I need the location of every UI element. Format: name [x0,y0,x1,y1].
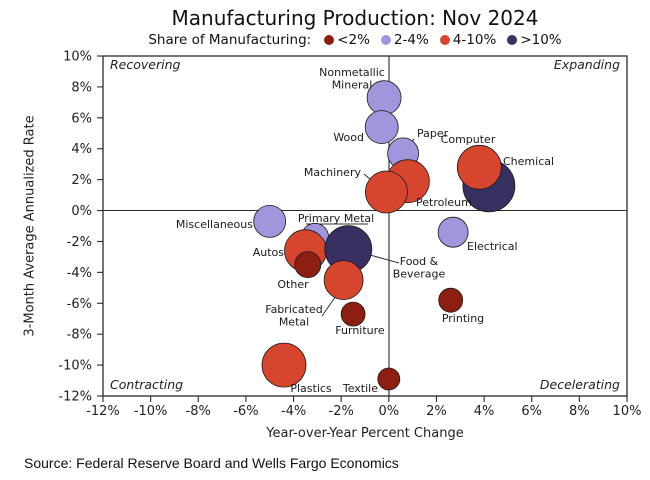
y-tick-label: -6% [67,297,92,312]
bubbles-group [253,80,516,391]
bubble-furniture [340,301,366,327]
point-label-textile: Textile [342,382,378,395]
quadrant-label-decelerating: Decelerating [540,377,620,392]
y-tick-label: 8% [71,80,92,95]
point-label-paper: Paper [417,127,449,140]
y-tick-label: 6% [71,111,92,126]
point-label-petroleum: Petroleum [416,196,472,209]
y-tick-label: -2% [67,235,92,250]
point-label-plastics: Plastics [290,382,332,395]
legend-title: Share of Manufacturing: [148,32,312,48]
share-legend: Share of Manufacturing: <2% 2-4% 4-10% >10% [70,32,640,48]
point-label-autos: Autos [253,246,285,259]
x-tick-label: 8% [569,404,590,419]
axis-ticks: -12% -10% -8% -6% -4% -2% 0% 2% 4% 6% 8% 10% 10% 8% 6%… [58,50,641,420]
point-label-printing: Printing [442,312,484,325]
point-label-chemical: Chemical [503,155,554,168]
quadrant-label-recovering: Recovering [110,57,181,72]
plot-border [102,55,628,397]
y-tick-label: -10% [58,359,92,374]
point-label-wood: Wood [333,131,364,144]
point-label-other: Other [277,278,309,291]
point-label-miscellaneous: Miscellaneous [176,218,253,231]
x-tick-label: 2% [426,404,447,419]
chart-title: Manufacturing Production: Nov 2024 [171,6,539,30]
legend-dot-icon [507,35,518,45]
y-tick-label: 10% [63,50,92,65]
quadrant-label-expanding: Expanding [554,57,620,72]
point-labels-group: Primary Metal Autos Food & Beverage Other Fab… [176,66,554,395]
legend-item-4-10: 4-10% [439,32,497,48]
y-tick-label: 0% [71,204,92,219]
bubble-computer [456,144,502,190]
x-tick-label: 0% [379,404,400,419]
point-label-furniture: Furniture [335,324,385,337]
legend-items: <2% 2-4% 4-10% >10% [324,32,562,48]
bubble-electrical [437,216,469,248]
point-label-machinery: Machinery [304,166,362,179]
y-tick-label: 2% [71,173,92,188]
x-tick-label: 4% [474,404,495,419]
legend-item-2-4: 2-4% [380,32,429,48]
x-tick-label: -4% [281,404,306,419]
x-tick-label: 6% [521,404,542,419]
x-tick-label: 10% [613,404,642,419]
source-attribution: Source: Federal Reserve Board and Wells … [24,455,399,471]
y-tick-label: -4% [67,266,92,281]
legend-item-10: >10% [507,32,562,48]
bubble-plastics [261,342,307,388]
legend-item-label: 2-4% [393,32,429,48]
point-label-electrical: Electrical [467,240,518,253]
legend-item-label: <2% [337,32,370,48]
bubble-miscellaneous [253,204,287,238]
point-label-fabricated-metal: Fabricated Metal [265,303,322,329]
x-tick-label: -6% [233,404,258,419]
y-axis-label: 3-Month Average Annualized Rate [22,115,38,337]
y-tick-label: -12% [58,390,92,405]
legend-dot-icon [380,35,391,45]
bubble-printing [438,287,464,313]
legend-dot-icon [324,35,335,45]
bubble-other [294,251,322,279]
x-tick-label: -12% [86,404,120,419]
bubble-textile [377,367,401,391]
point-label-nonmetallic-mineral: Nonmetallic Mineral [319,66,385,92]
x-tick-label: -10% [134,404,168,419]
point-label-food-beverage: Food & Beverage [393,255,446,281]
point-label-primary-metal: Primary Metal [298,212,374,225]
x-tick-label: -2% [329,404,354,419]
bubble-machinery [364,170,408,214]
bubble-wood [364,110,399,144]
bubble-fabricated-metal [323,260,364,301]
legend-dot-icon [439,35,450,45]
quadrant-label-contracting: Contracting [110,377,183,392]
x-axis-label: Year-over-Year Percent Change [266,426,464,441]
x-tick-label: -8% [186,404,211,419]
point-label-computer: Computer [441,133,496,146]
y-tick-label: 4% [71,142,92,157]
legend-item-2: <2% [324,32,370,48]
legend-item-label: 4-10% [452,32,497,48]
y-tick-label: -8% [67,328,92,343]
legend-item-label: >10% [520,32,562,48]
